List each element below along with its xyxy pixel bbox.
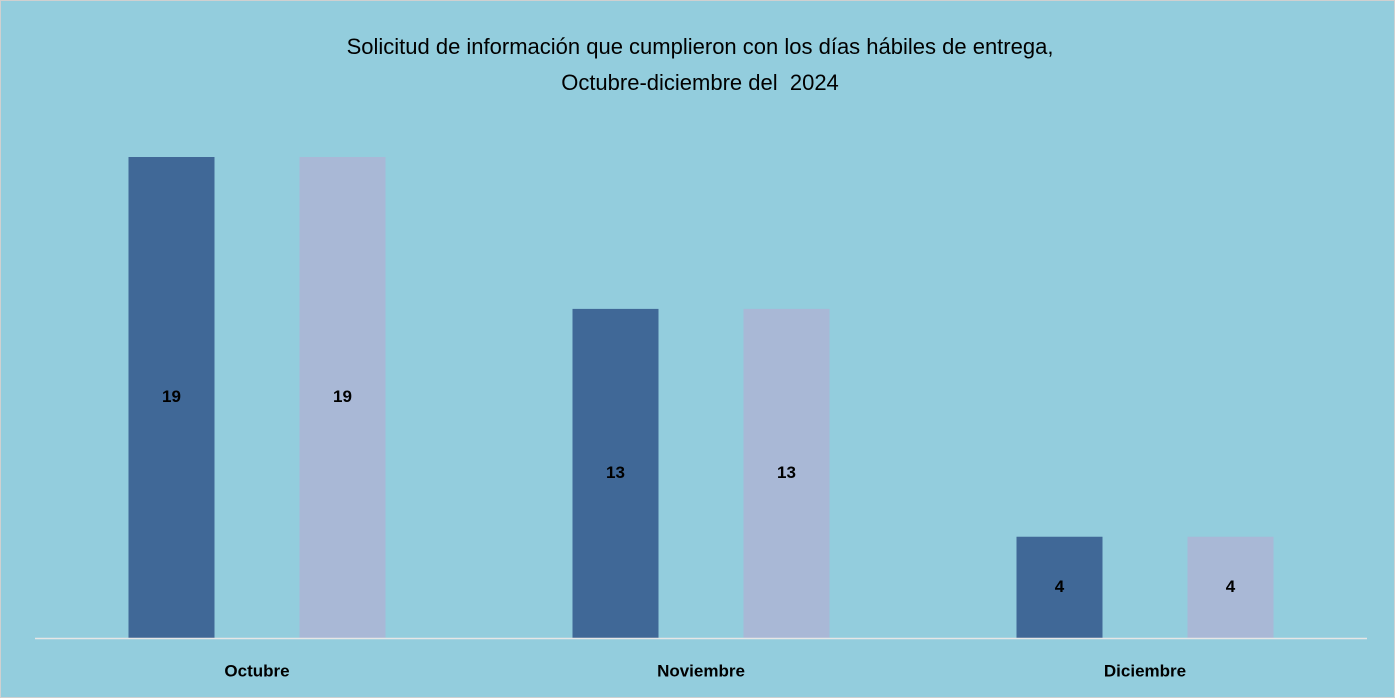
data-label: 19 — [333, 387, 352, 406]
data-label: 4 — [1055, 577, 1065, 596]
x-tick-label: Octubre — [224, 661, 289, 680]
data-label: 13 — [777, 463, 796, 482]
chart-title: Solicitud de información que cumplieron … — [347, 34, 1054, 59]
bar — [572, 308, 659, 638]
data-label: 19 — [162, 387, 181, 406]
x-tick-label: Diciembre — [1104, 661, 1186, 680]
x-tick-label: Noviembre — [657, 661, 745, 680]
data-label: 13 — [606, 463, 625, 482]
bar — [128, 157, 215, 638]
bar — [1016, 536, 1103, 638]
chart-subtitle: Octubre-diciembre del 2024 — [561, 70, 839, 95]
bar — [299, 157, 386, 638]
bar — [743, 308, 830, 638]
bar — [1187, 536, 1274, 638]
data-label: 4 — [1226, 577, 1236, 596]
